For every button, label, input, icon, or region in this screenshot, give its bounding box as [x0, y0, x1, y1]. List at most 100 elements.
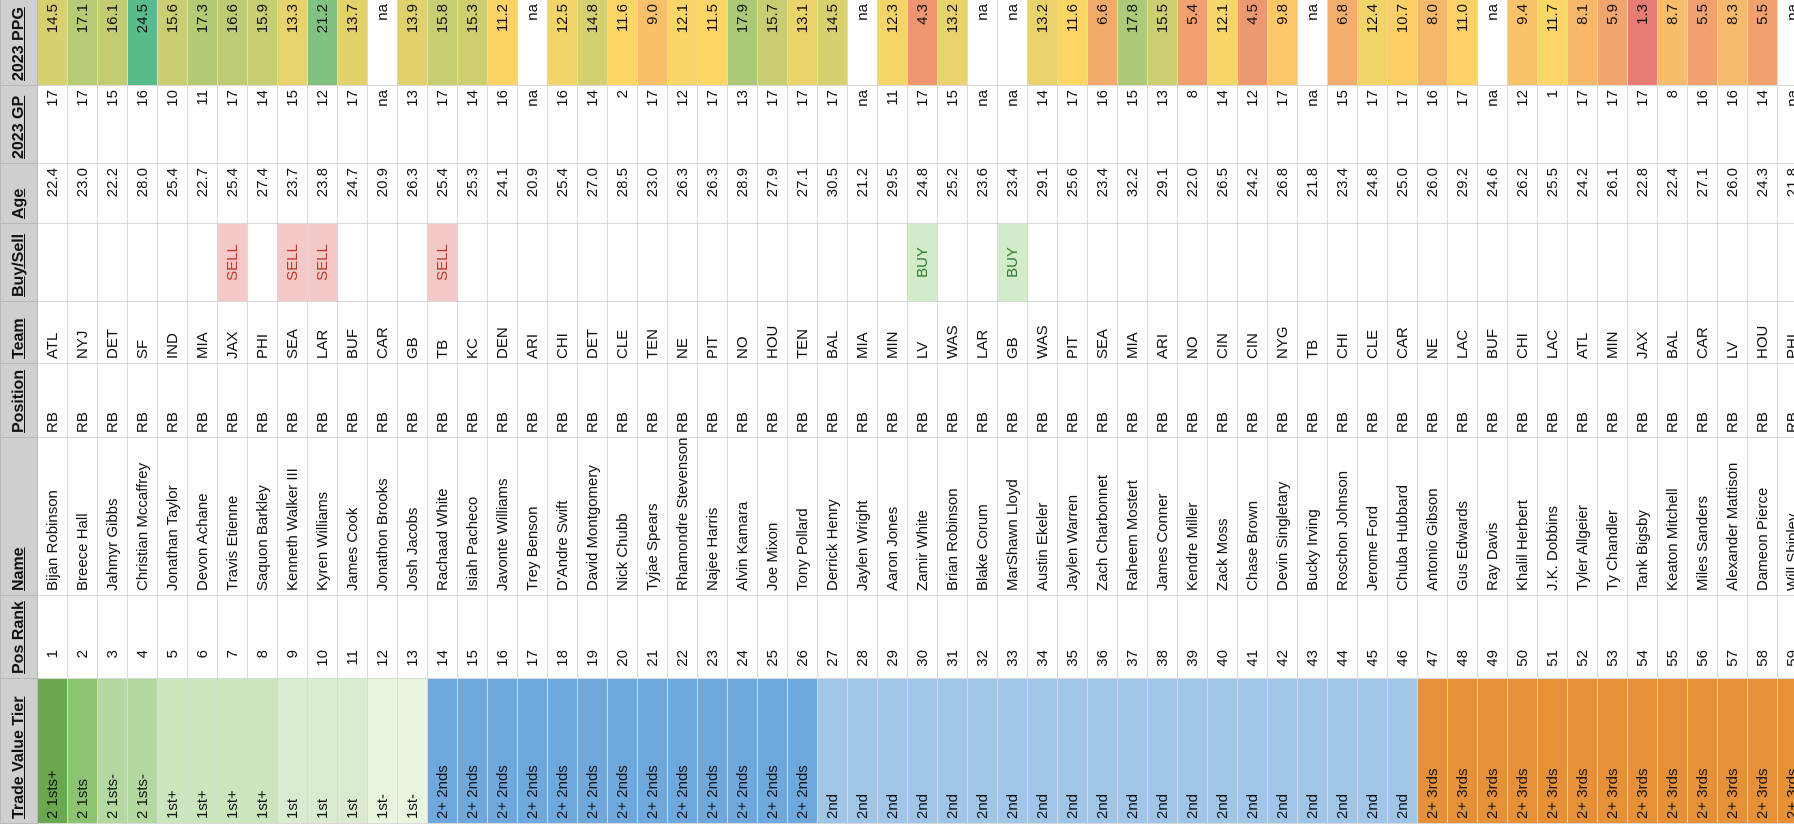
- buysell-cell[interactable]: [817, 223, 848, 302]
- gp-cell[interactable]: 14: [247, 85, 278, 164]
- rank-cell[interactable]: 31: [937, 595, 968, 679]
- buysell-cell[interactable]: [1267, 223, 1298, 302]
- tier-cell[interactable]: 2+ 3rds: [1507, 678, 1538, 824]
- position-cell[interactable]: RB: [1117, 363, 1148, 438]
- team-cell[interactable]: CAR: [367, 301, 398, 364]
- team-cell[interactable]: JAX: [1627, 301, 1658, 364]
- position-cell[interactable]: RB: [1777, 363, 1794, 438]
- gp-cell[interactable]: 14: [1027, 85, 1058, 164]
- ppg-cell[interactable]: 11.5: [697, 0, 728, 86]
- gp-cell[interactable]: 17: [1447, 85, 1478, 164]
- tier-cell[interactable]: 2 1sts+: [37, 678, 68, 824]
- buysell-cell[interactable]: [1357, 223, 1388, 302]
- position-cell[interactable]: RB: [1537, 363, 1568, 438]
- buysell-cell[interactable]: [637, 223, 668, 302]
- team-cell[interactable]: TEN: [637, 301, 668, 364]
- position-cell[interactable]: RB: [97, 363, 128, 438]
- rank-cell[interactable]: 49: [1477, 595, 1508, 679]
- rank-cell[interactable]: 14: [427, 595, 458, 679]
- header-name[interactable]: Name: [0, 437, 38, 596]
- gp-cell[interactable]: 17: [1357, 85, 1388, 164]
- tier-cell[interactable]: 1st+: [157, 678, 188, 824]
- team-cell[interactable]: CHI: [1327, 301, 1358, 364]
- ppg-cell[interactable]: 11.6: [1057, 0, 1088, 86]
- gp-cell[interactable]: 15: [1117, 85, 1148, 164]
- team-cell[interactable]: LV: [907, 301, 938, 364]
- tier-cell[interactable]: 2+ 3rds: [1597, 678, 1628, 824]
- gp-cell[interactable]: 12: [667, 85, 698, 164]
- rank-cell[interactable]: 43: [1297, 595, 1328, 679]
- gp-cell[interactable]: 17: [787, 85, 818, 164]
- position-cell[interactable]: RB: [1027, 363, 1058, 438]
- buysell-cell[interactable]: [337, 223, 368, 302]
- ppg-cell[interactable]: na: [967, 0, 998, 86]
- rank-cell[interactable]: 39: [1177, 595, 1208, 679]
- buysell-cell[interactable]: BUY: [997, 223, 1028, 302]
- age-cell[interactable]: 21.2: [847, 163, 878, 224]
- gp-cell[interactable]: 13: [397, 85, 428, 164]
- tier-cell[interactable]: 2+ 2nds: [637, 678, 668, 824]
- name-cell[interactable]: Miles Sanders: [1687, 437, 1718, 596]
- name-cell[interactable]: Tony Pollard: [787, 437, 818, 596]
- tier-cell[interactable]: 2+ 3rds: [1447, 678, 1478, 824]
- name-cell[interactable]: Josh Jacobs: [397, 437, 428, 596]
- tier-cell[interactable]: 2nd: [1327, 678, 1358, 824]
- rank-cell[interactable]: 19: [577, 595, 608, 679]
- tier-cell[interactable]: 1st+: [187, 678, 218, 824]
- ppg-cell[interactable]: 21.2: [307, 0, 338, 86]
- rank-cell[interactable]: 8: [247, 595, 278, 679]
- buysell-cell[interactable]: [1477, 223, 1508, 302]
- rank-cell[interactable]: 15: [457, 595, 488, 679]
- name-cell[interactable]: Tyler Allgeier: [1567, 437, 1598, 596]
- position-cell[interactable]: RB: [817, 363, 848, 438]
- tier-cell[interactable]: 2 1sts-: [97, 678, 128, 824]
- ppg-cell[interactable]: 17.9: [727, 0, 758, 86]
- buysell-cell[interactable]: [1147, 223, 1178, 302]
- rank-cell[interactable]: 11: [337, 595, 368, 679]
- buysell-cell[interactable]: [577, 223, 608, 302]
- team-cell[interactable]: BAL: [1657, 301, 1688, 364]
- tier-cell[interactable]: 2nd: [937, 678, 968, 824]
- age-cell[interactable]: 27.1: [1687, 163, 1718, 224]
- tier-cell[interactable]: 2+ 3rds: [1477, 678, 1508, 824]
- rank-cell[interactable]: 38: [1147, 595, 1178, 679]
- name-cell[interactable]: Saquon Barkley: [247, 437, 278, 596]
- name-cell[interactable]: Jonathon Brooks: [367, 437, 398, 596]
- age-cell[interactable]: 26.3: [697, 163, 728, 224]
- age-cell[interactable]: 25.6: [1057, 163, 1088, 224]
- ppg-cell[interactable]: 13.7: [337, 0, 368, 86]
- name-cell[interactable]: Nick Chubb: [607, 437, 638, 596]
- rank-cell[interactable]: 36: [1087, 595, 1118, 679]
- gp-cell[interactable]: 12: [1507, 85, 1538, 164]
- tier-cell[interactable]: 2nd: [847, 678, 878, 824]
- gp-cell[interactable]: 10: [157, 85, 188, 164]
- gp-cell[interactable]: na: [1477, 85, 1508, 164]
- tier-cell[interactable]: 2+ 3rds: [1537, 678, 1568, 824]
- position-cell[interactable]: RB: [907, 363, 938, 438]
- tier-cell[interactable]: 2+ 2nds: [727, 678, 758, 824]
- team-cell[interactable]: KC: [457, 301, 488, 364]
- name-cell[interactable]: Kenneth Walker III: [277, 437, 308, 596]
- ppg-cell[interactable]: 15.3: [457, 0, 488, 86]
- rank-cell[interactable]: 3: [97, 595, 128, 679]
- gp-cell[interactable]: 16: [1417, 85, 1448, 164]
- buysell-cell[interactable]: [157, 223, 188, 302]
- name-cell[interactable]: Ray Davis: [1477, 437, 1508, 596]
- rank-cell[interactable]: 40: [1207, 595, 1238, 679]
- ppg-cell[interactable]: 16.1: [97, 0, 128, 86]
- ppg-cell[interactable]: 6.8: [1327, 0, 1358, 86]
- name-cell[interactable]: Jahmyr Gibbs: [97, 437, 128, 596]
- name-cell[interactable]: Austin Ekeler: [1027, 437, 1058, 596]
- age-cell[interactable]: 25.3: [457, 163, 488, 224]
- age-cell[interactable]: 22.0: [1177, 163, 1208, 224]
- buysell-cell[interactable]: SELL: [307, 223, 338, 302]
- ppg-cell[interactable]: 15.6: [157, 0, 188, 86]
- tier-cell[interactable]: 2+ 3rds: [1627, 678, 1658, 824]
- team-cell[interactable]: CLE: [1357, 301, 1388, 364]
- position-cell[interactable]: RB: [37, 363, 68, 438]
- team-cell[interactable]: CHI: [1507, 301, 1538, 364]
- gp-cell[interactable]: 13: [1147, 85, 1178, 164]
- buysell-cell[interactable]: [1687, 223, 1718, 302]
- age-cell[interactable]: 20.9: [517, 163, 548, 224]
- position-cell[interactable]: RB: [1087, 363, 1118, 438]
